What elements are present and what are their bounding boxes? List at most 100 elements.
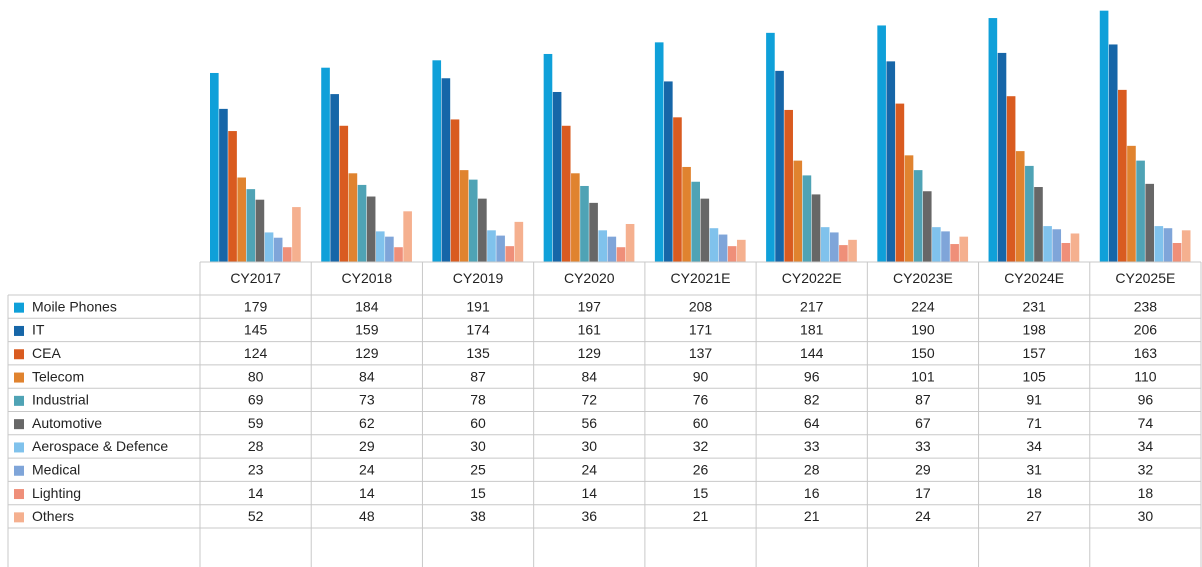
bar [394,247,403,262]
bar [496,235,505,262]
bar [385,236,394,262]
bar [321,67,330,262]
table-value: 129 [355,345,379,361]
bar [654,42,664,262]
legend-label: Medical [32,461,80,477]
bar [736,239,746,262]
bar [348,173,358,262]
table-value: 80 [248,368,264,384]
bar [895,103,905,262]
table-value: 231 [1022,298,1046,314]
bar [571,173,580,262]
table-value: 84 [581,368,597,384]
table-value: 224 [911,298,935,314]
bar [616,247,626,262]
bar [228,131,237,262]
table-value: 198 [1022,322,1046,338]
legend-label: Aerospace & Defence [32,438,168,454]
legend-label: Automotive [32,415,102,431]
table-value: 14 [581,485,597,501]
table-value: 179 [244,298,268,314]
table-value: 129 [578,345,602,361]
bar [366,196,376,262]
bar [784,109,793,262]
table-value: 73 [359,392,375,408]
bar [478,198,487,262]
table-value: 184 [355,298,379,314]
bar [718,234,728,262]
bar [1136,160,1145,262]
legend-label: Lighting [32,485,81,501]
bar [811,194,821,262]
table-value: 150 [911,345,935,361]
table-value: 30 [1138,508,1154,524]
bar [625,223,635,262]
bar [829,232,839,262]
bar [552,91,562,262]
bar [848,239,857,262]
bar [793,160,803,262]
table-value: 137 [689,345,713,361]
legend-swatch [14,419,24,430]
bar [598,230,608,262]
bar [450,119,460,262]
bar [904,155,914,262]
column-header: CY2018 [342,270,393,286]
table-value: 84 [359,368,375,384]
legend-swatch [14,325,24,336]
bar [820,227,830,262]
table-value: 60 [693,415,709,431]
bar [941,231,950,262]
table-value: 33 [804,438,820,454]
table-value: 69 [248,392,264,408]
table-value: 206 [1134,322,1158,338]
column-header: CY2017 [230,270,281,286]
bar [802,175,812,262]
table-value: 171 [689,322,713,338]
table-value: 96 [804,368,820,384]
bar [1145,183,1155,262]
table-value: 30 [581,438,597,454]
bar [282,247,292,262]
bar [357,184,367,262]
table-value: 33 [915,438,931,454]
table-value: 27 [1026,508,1042,524]
bar [886,61,896,262]
bar [1006,96,1016,262]
bar [1052,229,1062,262]
table-value: 161 [578,322,602,338]
table-value: 32 [1138,461,1154,477]
table-value: 21 [693,508,709,524]
bar [1172,242,1182,262]
legend-label: Telecom [32,368,84,384]
bar [709,228,719,262]
bar [441,78,451,262]
bar [1070,233,1080,262]
table-value: 14 [248,485,264,501]
bar [959,236,969,262]
table-value: 87 [915,392,931,408]
bar [459,170,469,262]
table-value: 208 [689,298,713,314]
bar [691,181,700,262]
bar [292,207,301,262]
table-value: 82 [804,392,820,408]
bar [727,246,737,262]
bar [1127,145,1136,262]
bar [487,230,496,262]
table-value: 96 [1138,392,1154,408]
table-value: 159 [355,322,379,338]
bar [1163,228,1173,262]
column-header: CY2023E [893,270,953,286]
bar [922,191,932,262]
bar [607,236,617,262]
table-value: 56 [581,415,597,431]
bar [1043,226,1052,262]
table-value: 110 [1134,368,1157,384]
legend-label: Industrial [32,392,89,408]
table-value: 174 [466,322,490,338]
column-header: CY2024E [1004,270,1064,286]
table-value: 78 [470,392,486,408]
bar [1181,230,1191,262]
bar [950,244,959,262]
